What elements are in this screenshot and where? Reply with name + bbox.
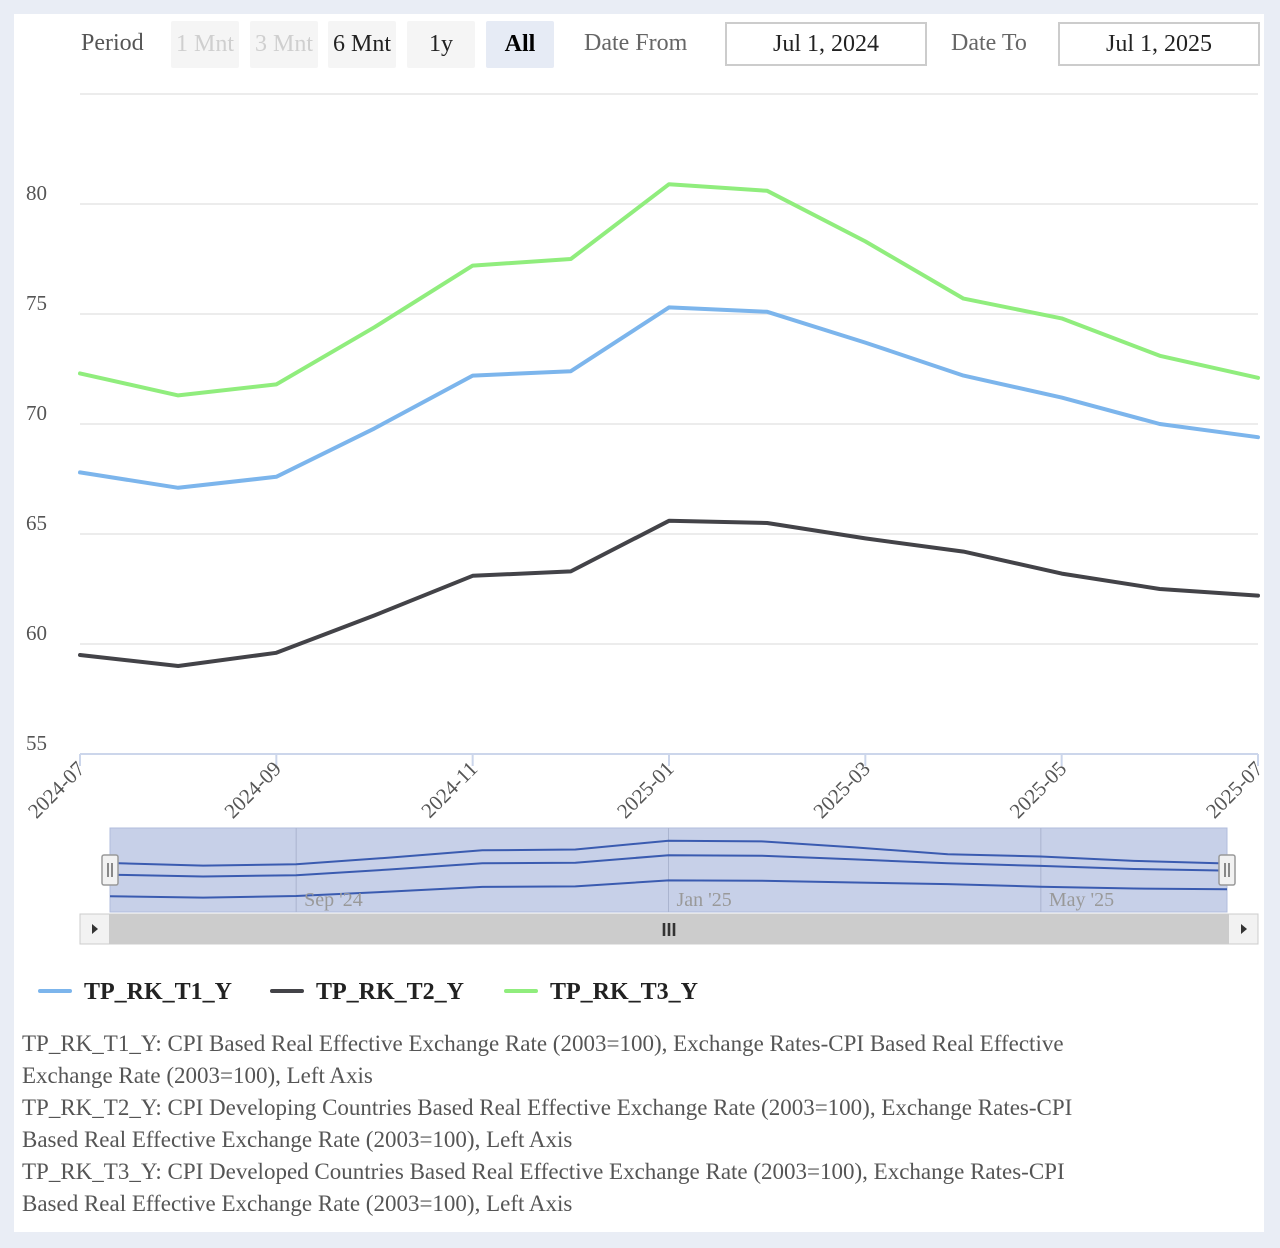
navigator-grid [295,828,1042,912]
navigator-label: May '25 [1049,889,1114,911]
x-tick-label: 2025-03 [808,757,874,823]
y-tick-label: 60 [26,621,47,645]
legend-item-t3[interactable]: TP_RK_T3_Y [504,979,698,1009]
chart-container: Period 1 Mnt 3 Mnt 6 Mnt 1y All Date Fro… [14,14,1264,1232]
series-description-t1: TP_RK_T1_Y: CPI Based Real Effective Exc… [22,1031,1064,1088]
navigator[interactable]: Sep '24 Jan '25 May '25 [101,827,1236,913]
grid-lines [80,93,1258,645]
series-description-t3: TP_RK_T3_Y: CPI Developed Countries Base… [22,1159,1065,1216]
x-tick-label: 2025-07 [1201,757,1264,823]
x-tick-label: 2024-07 [23,757,89,823]
y-tick-label: 80 [26,181,47,205]
navigator-label: Jan '25 [677,889,732,911]
scrollbar-grip-label: III [661,920,676,940]
y-tick-label: 65 [26,511,47,535]
period-1-year-button[interactable]: 1y [407,21,475,68]
x-tick-label: 2025-05 [1005,757,1071,823]
x-tick-label: 2024-09 [219,757,285,823]
range-selector: Period 1 Mnt 3 Mnt 6 Mnt 1y All Date Fro… [14,14,1264,84]
legend-item-t1[interactable]: TP_RK_T1_Y [38,979,232,1009]
scroll-left-icon[interactable] [92,924,98,934]
scrollbar-thumb[interactable] [109,914,1229,944]
series-description-t2: TP_RK_T2_Y: CPI Developing Countries Bas… [22,1095,1073,1152]
series-lines [78,182,1260,668]
series-line-3 [78,182,1260,398]
period-1-month-button[interactable]: 1 Mnt [171,21,239,68]
x-axis-ticks: 2024-07 2024-09 2024-11 2025-01 2025-03 2025-… [23,754,1264,823]
legend-label-t2: TP_RK_T2_Y [316,979,465,1005]
legend-swatch-t3 [504,989,538,994]
legend-label-t3: TP_RK_T3_Y [550,979,699,1005]
navigator-series-line-3 [109,839,1228,867]
series-line-1 [78,305,1260,490]
y-axis-ticks: 55 60 65 70 75 80 [26,181,47,755]
navigator-label: Sep '24 [304,889,363,911]
scrollbar[interactable]: III [79,913,1259,945]
period-6-month-button[interactable]: 6 Mnt [328,21,396,68]
period-label: Period [81,30,144,56]
legend-label-t1: TP_RK_T1_Y [84,979,233,1005]
legend-item-t2[interactable]: TP_RK_T2_Y [270,979,464,1009]
navigator-series-line-1 [109,854,1228,878]
period-3-month-button[interactable]: 3 Mnt [250,21,318,68]
date-to-label: Date To [951,30,1027,56]
date-from-label: Date From [584,30,688,56]
navigator-series-line-2 [109,879,1228,899]
date-to-input[interactable]: Jul 1, 2025 [1058,22,1260,66]
navigator-left-handle[interactable] [101,854,119,886]
y-tick-label: 70 [26,401,47,425]
y-tick-label: 75 [26,291,47,315]
x-tick-label: 2025-01 [612,757,678,823]
period-all-button[interactable]: All [486,21,554,68]
legend-swatch-t2 [270,989,304,994]
x-tick-label: 2024-11 [416,757,482,823]
date-from-input[interactable]: Jul 1, 2024 [725,22,927,66]
y-tick-label: 55 [26,731,47,755]
line-chart: 55 60 65 70 75 80 2024-07 2024-09 2024-11 2025-0… [23,93,1264,945]
series-descriptions: TP_RK_T1_Y: CPI Based Real Effective Exc… [22,1028,1102,1220]
navigator-right-handle[interactable] [1218,854,1236,886]
series-line-2 [78,518,1260,668]
navigator-series [109,839,1228,899]
legend-swatch-t1 [38,989,72,994]
navigator-labels: Sep '24 Jan '25 May '25 [304,889,1114,911]
scroll-right-icon[interactable] [1241,924,1247,934]
